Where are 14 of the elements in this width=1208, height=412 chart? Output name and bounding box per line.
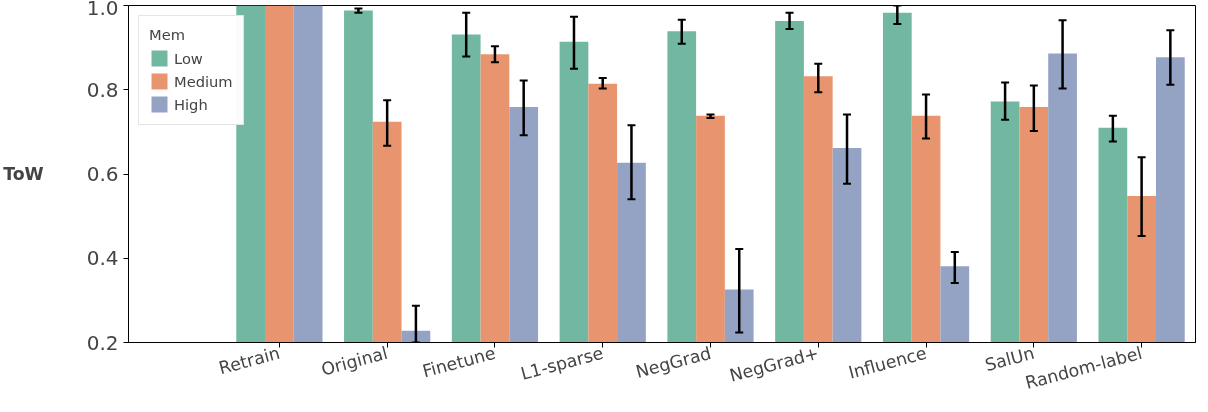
legend-label: High [174, 95, 208, 113]
x-tick-label: Finetune [420, 342, 498, 382]
legend-label: Medium [174, 72, 233, 90]
y-tick-label: 0.6 [86, 162, 119, 186]
y-tick-label: 0.8 [86, 77, 119, 102]
legend-title: Mem [149, 26, 186, 43]
y-axis-title: ToW [3, 164, 44, 184]
x-tick-label: Retrain [216, 342, 282, 379]
legend-label: Low [174, 49, 203, 67]
x-tick-label: Influence [846, 342, 929, 383]
x-tick-label: Original [319, 342, 390, 380]
y-tick-label: 0.4 [86, 246, 119, 271]
y-tick-label: 1.0 [86, 0, 119, 20]
y-tick-label: 0.2 [86, 330, 119, 355]
